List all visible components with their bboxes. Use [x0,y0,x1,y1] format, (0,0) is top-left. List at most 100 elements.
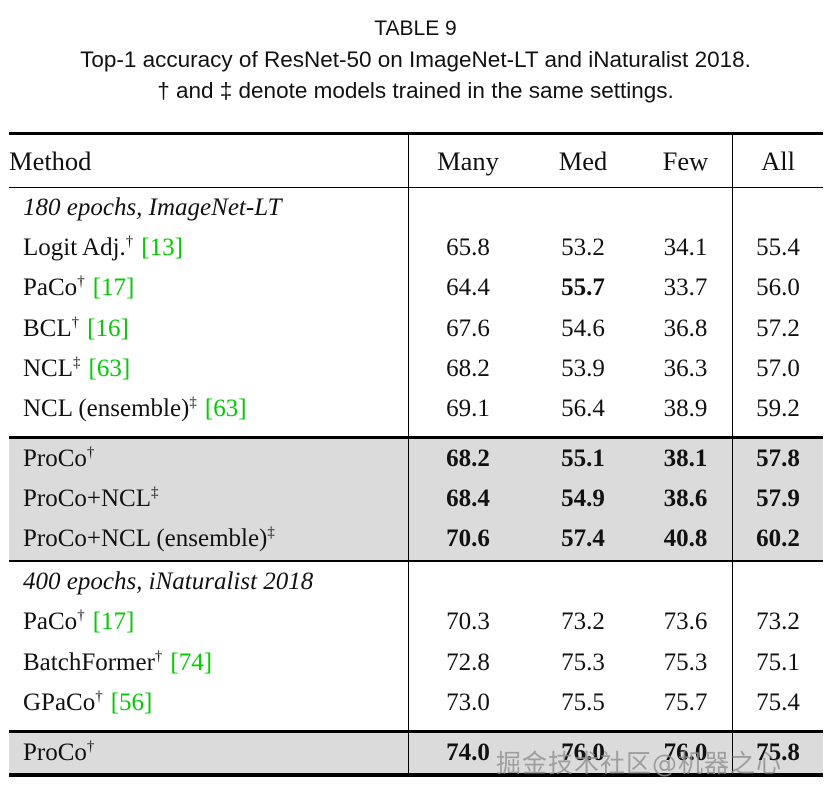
dagger-mark: † [71,314,80,331]
rule-bottom [9,772,823,777]
value-many: 73.0 [446,688,490,716]
value-all: 57.2 [732,308,823,349]
value-many: 68.2 [446,444,490,472]
value-many: 64.4 [446,274,490,302]
method-name: BCL [23,314,72,342]
method-name: ProCo [23,738,87,766]
value-few: 38.6 [663,485,708,513]
value-few: 33.7 [663,274,708,302]
table-caption: TABLE 9 Top-1 accuracy of ResNet-50 on I… [0,0,831,106]
method-name: ProCo+NCL [23,485,152,513]
value-all: 75.4 [732,682,823,724]
value-few: 40.8 [663,525,708,553]
value-med: 73.2 [561,608,605,636]
citation-link[interactable]: [63] [88,354,131,382]
value-all: 57.9 [732,479,823,520]
citation-link[interactable]: [63] [204,395,247,423]
rule [9,730,823,733]
method-name: NCL [23,354,73,382]
spacer-cell [9,723,409,731]
citation-link[interactable]: [17] [92,274,135,302]
table-row: ProCo† 68.2 55.1 38.1 57.8 [9,438,823,480]
value-many: 69.1 [446,395,490,423]
empty-cell [409,562,527,602]
method-name: PaCo [23,608,78,636]
results-table: Method Many Med Few All 180 epochs, Imag… [9,132,823,777]
table-row: Logit Adj.† [13] 65.8 53.2 34.1 55.4 [9,228,823,269]
value-many: 70.3 [446,608,490,636]
value-all: 57.0 [732,348,823,390]
citation-link[interactable]: [13] [141,234,183,262]
rule-header-bottom [9,186,823,188]
table-row: GPaCo† [56] 73.0 75.5 75.7 75.4 [9,682,823,724]
table-header-row: Method Many Med Few All [9,134,823,187]
method-cell: ProCo+NCL (ensemble)‡ [9,519,409,560]
method-cell: PaCo† [17] [9,602,409,643]
value-med: 76.0 [561,738,605,766]
spacer-cell [527,429,639,436]
value-many: 70.6 [446,525,490,553]
spacer-cell [639,723,732,730]
rule-top [9,132,823,135]
method-name: PaCo [23,274,78,302]
dagger-mark: ‡ [267,525,275,542]
section-label: 400 epochs, iNaturalist 2018 [9,562,409,603]
empty-cell [639,562,732,602]
col-header-few: Few [662,145,709,176]
empty-cell [409,188,527,228]
section-header-row: 400 epochs, iNaturalist 2018 [9,562,823,603]
citation-link[interactable]: [16] [87,314,129,342]
dagger-mark: † [86,738,95,755]
value-few: 34.1 [663,234,708,262]
method-cell: PaCo† [17] [9,268,409,309]
method-name: BatchFormer [23,648,155,676]
value-all: 75.8 [732,732,823,773]
value-med: 53.9 [561,354,605,382]
dagger-mark: † [95,688,103,705]
spacer-cell [527,723,639,730]
value-med: 75.5 [561,688,605,716]
value-many: 67.6 [446,314,490,342]
method-name: ProCo [23,444,87,472]
table-body: 180 epochs, ImageNet-LT Logit Adj.† [13] 65… [9,187,823,777]
method-cell: GPaCo† [56] [9,682,409,724]
section-label: 180 epochs, ImageNet-LT [9,187,409,229]
value-all: 59.2 [732,389,823,430]
table-row: NCL (ensemble)‡ [63] 69.1 56.4 38.9 59.2 [9,389,823,430]
value-med: 53.2 [561,234,605,262]
value-few: 38.1 [663,444,708,472]
method-cell: NCL‡ [63] [9,348,409,390]
empty-cell [732,562,823,603]
table-row: ProCo† 74.0 76.0 76.0 75.8 [9,732,823,773]
spacer-cell [732,429,823,437]
citation-link[interactable]: [17] [92,608,135,636]
value-few: 73.6 [663,608,708,636]
spacer-cell [409,723,527,730]
value-all: 57.8 [732,438,823,480]
value-med: 54.9 [561,485,605,513]
value-few: 75.7 [663,688,708,716]
method-cell: BatchFormer† [74] [9,642,409,683]
dagger-mark: † [77,274,85,291]
value-many: 65.8 [446,234,490,262]
dagger-mark: ‡ [151,484,159,501]
col-header-method: Method [9,134,409,187]
caption-line-2: † and ‡ denote models trained in the sam… [157,78,674,103]
dagger-mark: ‡ [73,354,81,371]
table-row: BCL† [16] 67.6 54.6 36.8 57.2 [9,308,823,349]
value-many: 72.8 [446,648,490,676]
method-cell: ProCo† [9,438,409,480]
value-many: 68.4 [446,485,490,513]
section-header-row: 180 epochs, ImageNet-LT [9,187,823,229]
value-few: 36.8 [663,314,708,342]
value-med: 55.1 [561,444,605,472]
table-row: PaCo† [17] 64.4 55.7 33.7 56.0 [9,268,823,309]
citation-link[interactable]: [74] [170,648,213,676]
table-row: PaCo† [17] 70.3 73.2 73.6 73.2 [9,602,823,643]
citation-link[interactable]: [56] [110,688,153,716]
table-row: ProCo+NCL‡ 68.4 54.9 38.6 57.9 [9,479,823,520]
dagger-mark: † [86,444,95,461]
value-all: 60.2 [732,519,823,560]
table-label: TABLE 9 [374,17,457,40]
